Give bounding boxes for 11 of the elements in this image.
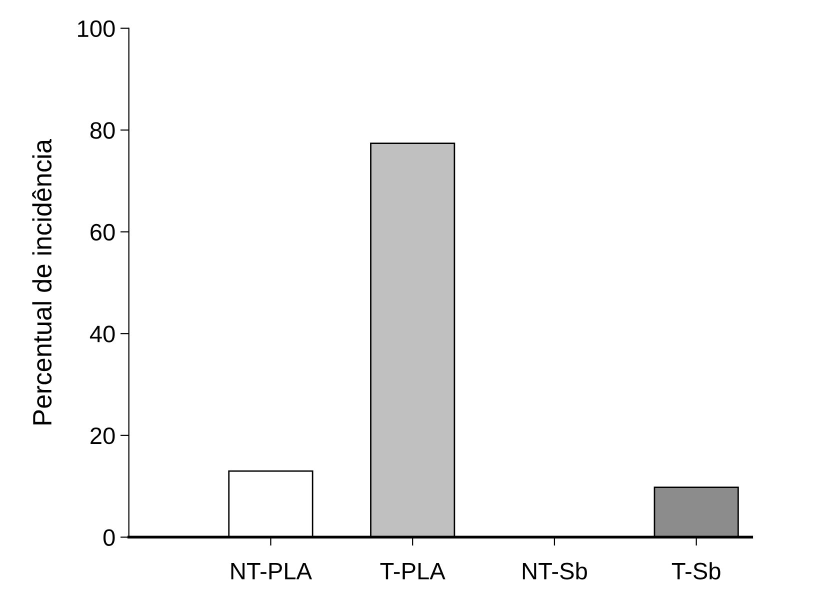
y-tick-label: 20	[90, 427, 115, 444]
y-tick-label: 80	[90, 122, 115, 139]
x-tick-label: T-Sb	[672, 562, 720, 580]
y-tick-label: 40	[90, 326, 115, 342]
x-tick-label: T-PLA	[380, 563, 446, 580]
y-tick-label: 100	[78, 20, 115, 38]
y-axis-title: Percentual de incidência	[32, 138, 52, 424]
y-tick-label: 60	[90, 224, 115, 241]
y-tick-label: 0	[103, 529, 115, 546]
x-tick-label: NT-Sb	[522, 562, 587, 580]
x-tick-label: NT-PLA	[231, 563, 312, 580]
